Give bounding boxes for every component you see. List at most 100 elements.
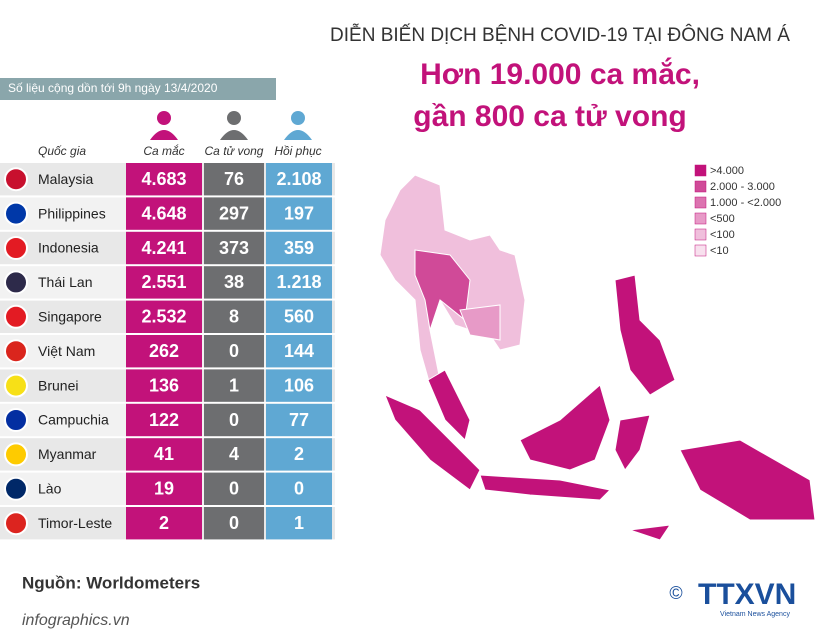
thailand bbox=[414, 249, 471, 331]
cell bbox=[266, 300, 332, 333]
cell bbox=[126, 300, 202, 333]
cell bbox=[266, 231, 332, 265]
cell-value: 1 bbox=[229, 375, 239, 395]
legend-swatch bbox=[694, 212, 707, 225]
cell-value: 19 bbox=[154, 479, 174, 499]
column-header: Quốc gia bbox=[38, 144, 86, 158]
cell-value: 122 bbox=[149, 410, 179, 430]
timor bbox=[629, 524, 672, 541]
cell bbox=[266, 266, 332, 299]
cell-value: 106 bbox=[284, 375, 314, 395]
note-bar bbox=[0, 78, 276, 100]
column-header: Ca tử vong bbox=[205, 144, 264, 158]
cell bbox=[266, 369, 332, 402]
cell-value: 0 bbox=[229, 513, 239, 533]
cell-value: 77 bbox=[289, 410, 309, 430]
flag bbox=[4, 270, 28, 295]
column-header: Hồi phục bbox=[274, 144, 321, 158]
cell bbox=[126, 335, 202, 368]
note: Số liệu cộng dồn tới 9h ngày 13/4/2020 bbox=[8, 81, 218, 95]
cell bbox=[126, 403, 202, 437]
copyright-icon: © bbox=[669, 583, 682, 603]
legend-swatch bbox=[694, 244, 707, 257]
title: DIỄN BIẾN DỊCH BỆNH COVID-19 TẠI ĐÔNG NA… bbox=[330, 24, 790, 46]
cell-value: 2 bbox=[294, 444, 304, 464]
cell-value: 8 bbox=[229, 307, 239, 327]
flag bbox=[4, 201, 28, 226]
country-name: Singapore bbox=[38, 309, 102, 325]
cell bbox=[266, 507, 332, 540]
cell bbox=[266, 163, 332, 196]
country-name: Việt Nam bbox=[38, 343, 95, 359]
logo: TTXVN bbox=[698, 578, 796, 611]
legend-label: >4.000 bbox=[710, 165, 744, 177]
flag bbox=[4, 339, 28, 364]
country-name: Brunei bbox=[38, 377, 78, 393]
headline: gần 800 ca tử vong bbox=[413, 100, 686, 133]
legend-label: <500 bbox=[710, 213, 735, 225]
country-name: Campuchia bbox=[38, 412, 109, 428]
cell bbox=[204, 472, 264, 505]
cell-value: 560 bbox=[284, 307, 314, 327]
cell-value: 0 bbox=[294, 479, 304, 499]
sumatra bbox=[384, 394, 481, 491]
cell-value: 38 bbox=[224, 272, 244, 292]
borneo bbox=[519, 384, 611, 471]
philippines bbox=[614, 274, 676, 396]
legend-label: 2.000 - 3.000 bbox=[710, 181, 775, 193]
cambodia bbox=[459, 304, 501, 341]
cell-value: 359 bbox=[284, 238, 314, 258]
cell-value: 0 bbox=[229, 341, 239, 361]
cell bbox=[204, 403, 264, 437]
flag bbox=[4, 167, 28, 192]
cell bbox=[204, 197, 264, 230]
cell-value: 4.648 bbox=[141, 203, 186, 223]
flag bbox=[4, 373, 28, 398]
cell-value: 2.551 bbox=[141, 272, 186, 292]
country-name: Lào bbox=[38, 481, 62, 497]
cell bbox=[126, 197, 202, 230]
cell-value: 76 bbox=[224, 169, 244, 189]
java bbox=[479, 474, 612, 501]
legend-swatch bbox=[694, 196, 707, 209]
cell bbox=[204, 507, 264, 540]
flag bbox=[4, 304, 28, 329]
table: Quốc gia Ca mắc Ca tử vong Hồi phục Malaysia… bbox=[0, 143, 335, 540]
legend-label: <10 bbox=[710, 245, 729, 257]
map bbox=[379, 174, 816, 541]
cell-value: 4.241 bbox=[141, 238, 186, 258]
cell bbox=[126, 472, 202, 505]
cell-value: 297 bbox=[219, 203, 249, 223]
legend-label: <100 bbox=[710, 229, 735, 241]
flag bbox=[4, 442, 28, 467]
country-name: Malaysia bbox=[38, 171, 93, 187]
cell bbox=[204, 300, 264, 333]
flag bbox=[4, 476, 28, 501]
flag bbox=[4, 408, 28, 432]
cell bbox=[126, 369, 202, 402]
cell-value: 41 bbox=[154, 444, 174, 464]
cell-value: 0 bbox=[229, 410, 239, 430]
cell bbox=[266, 403, 332, 437]
cell bbox=[126, 266, 202, 299]
legend-swatch bbox=[694, 228, 707, 241]
cell bbox=[204, 438, 264, 471]
cell-value: 373 bbox=[219, 238, 249, 258]
sulawesi bbox=[614, 414, 651, 471]
cell bbox=[126, 231, 202, 265]
malaysia-peninsula bbox=[427, 369, 471, 441]
cell-value: 197 bbox=[284, 203, 314, 223]
flag bbox=[4, 511, 28, 536]
cell-value: 136 bbox=[149, 375, 179, 395]
legend: >4.000 2.000 - 3.000 1.000 - <2.000 <500 <10… bbox=[694, 164, 781, 257]
site: infographics.vn bbox=[22, 612, 130, 629]
country-name: Thái Lan bbox=[38, 274, 92, 290]
cell-value: 262 bbox=[149, 341, 179, 361]
country-name: Philippines bbox=[38, 205, 106, 221]
cell bbox=[204, 266, 264, 299]
icons bbox=[150, 111, 312, 140]
cell bbox=[204, 163, 264, 196]
cell-value: 1.218 bbox=[276, 272, 321, 292]
cell bbox=[266, 438, 332, 471]
